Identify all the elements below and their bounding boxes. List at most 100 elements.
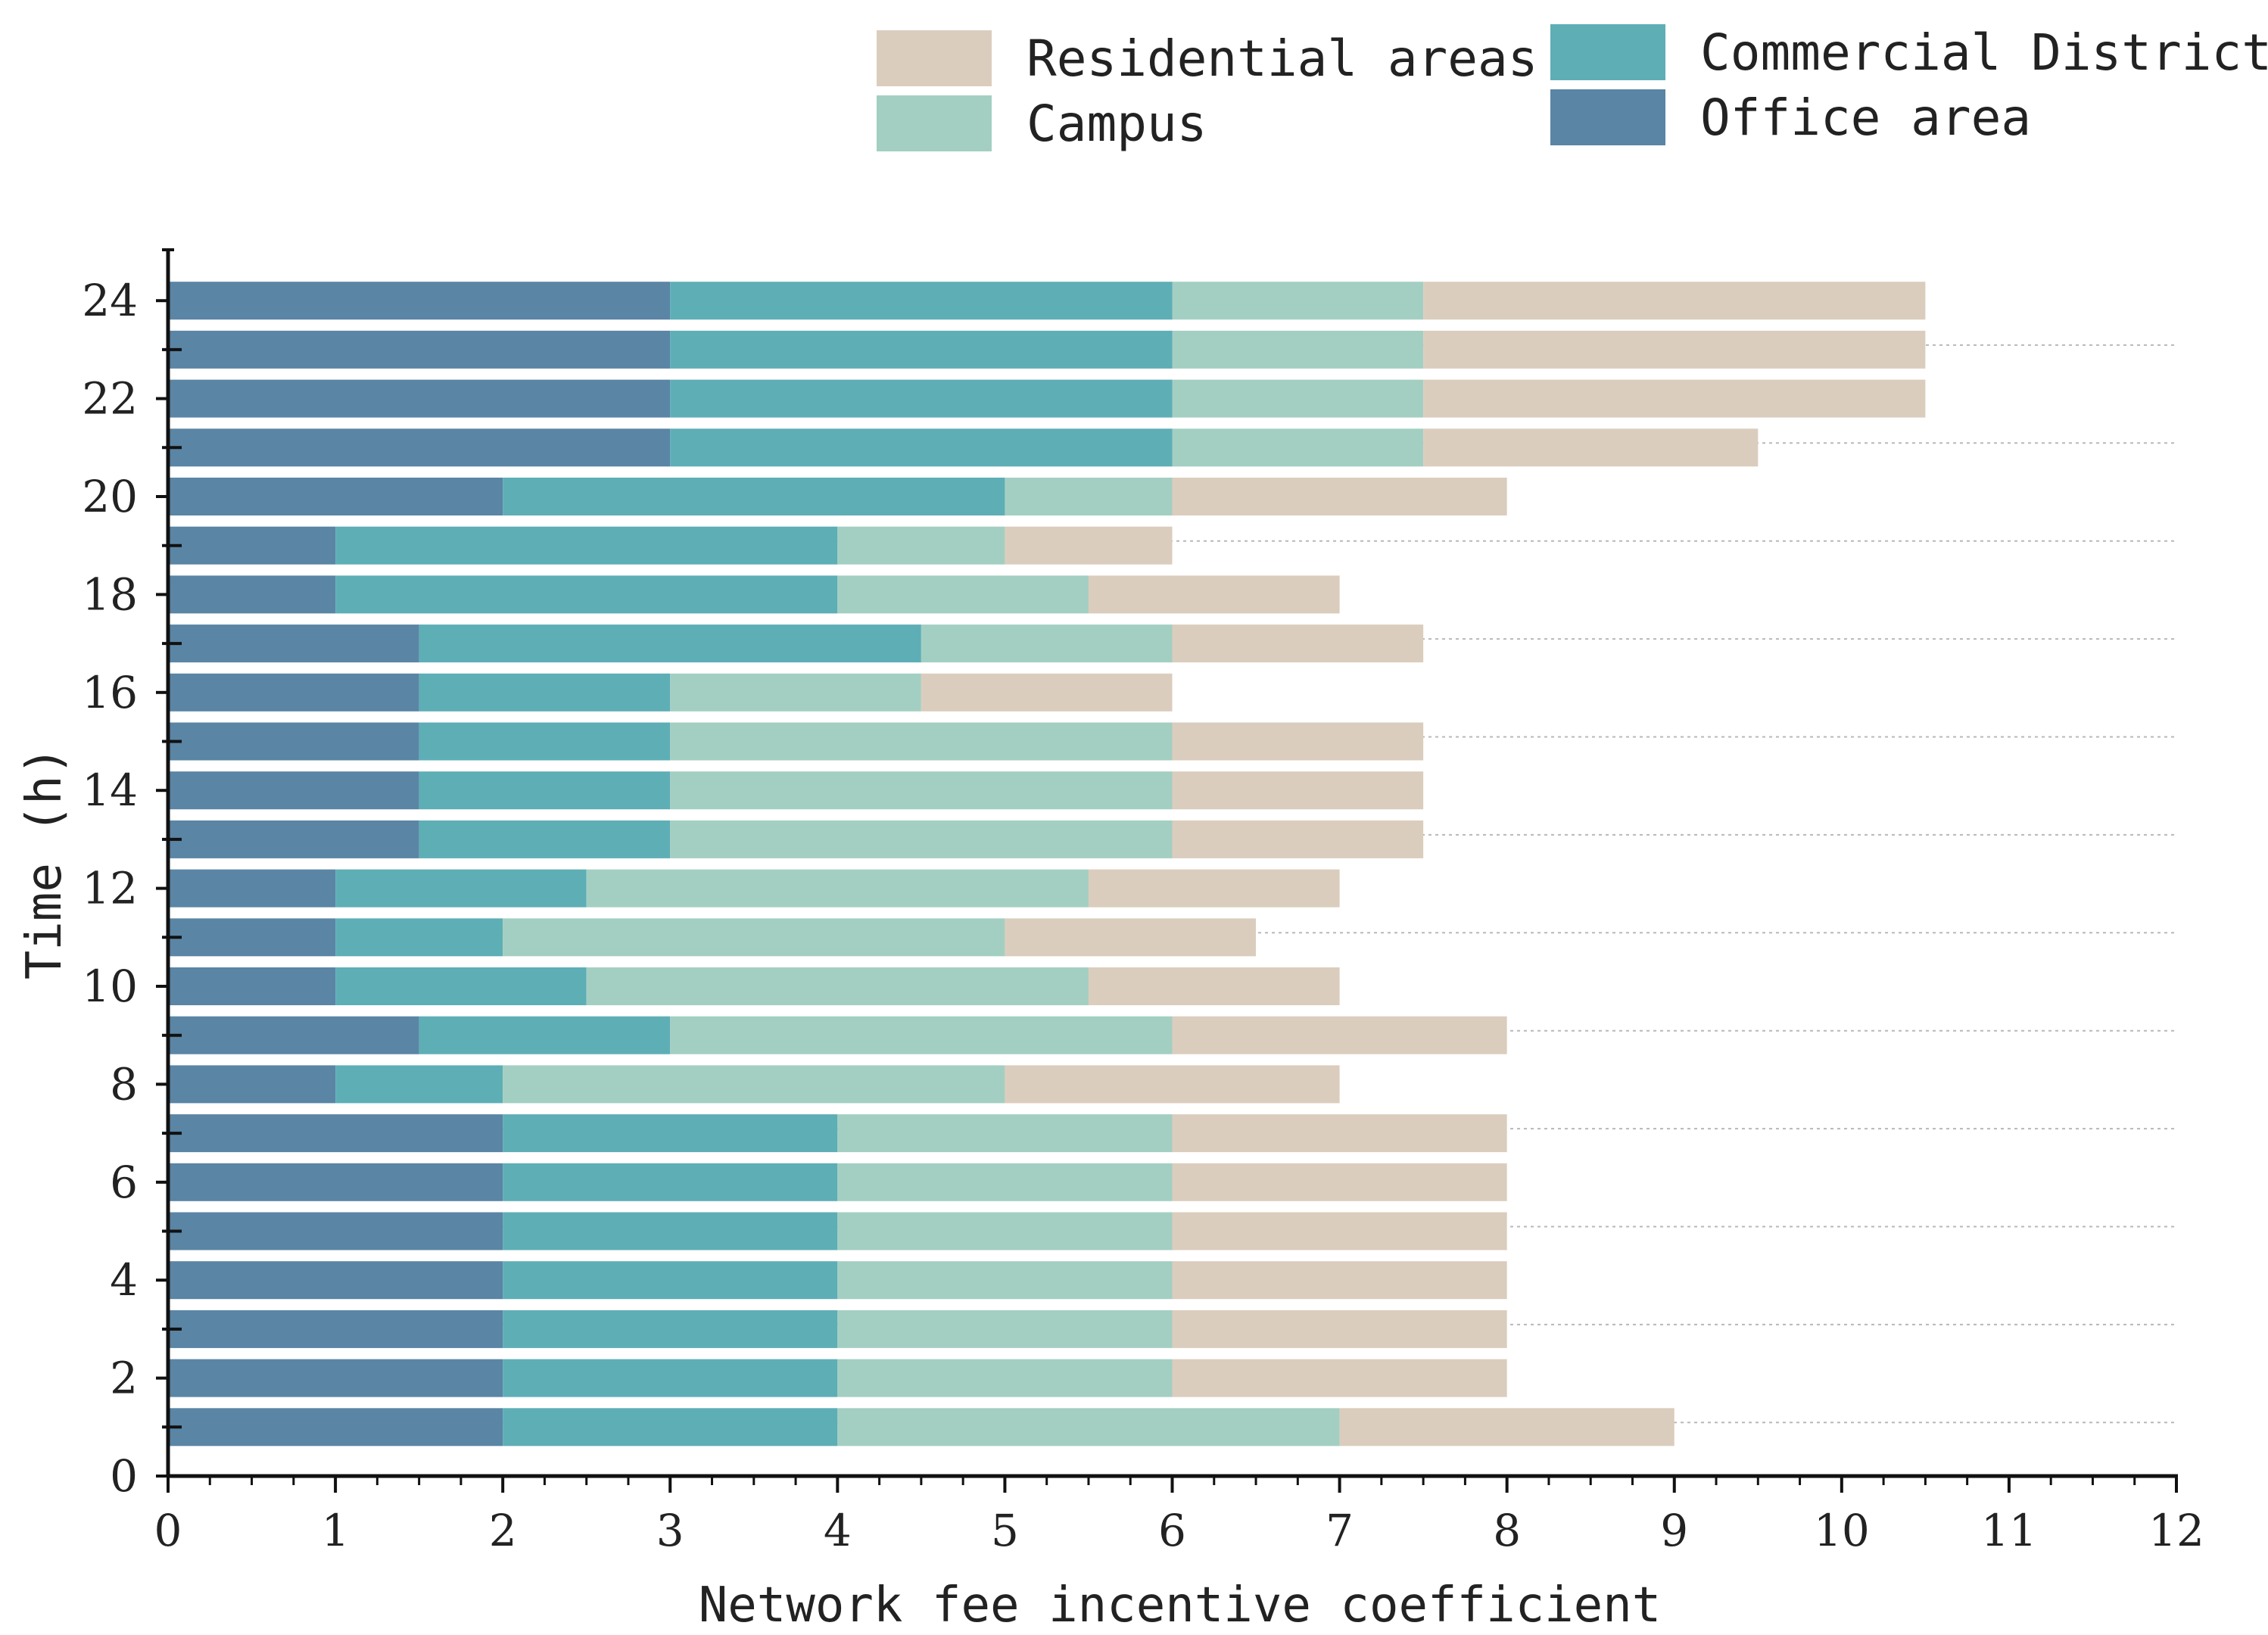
bar-commercial-district-h15 <box>419 722 671 761</box>
bar-residential-areas-h1 <box>1339 1408 1675 1447</box>
bar-office-area-h20 <box>168 478 503 515</box>
legend-label-campus: Campus <box>1027 95 1207 153</box>
bar-residential-areas-h21 <box>1423 428 1759 467</box>
bar-commercial-district-h1 <box>503 1408 838 1447</box>
x-tick-label: 12 <box>2148 1505 2204 1556</box>
x-tick-label: 7 <box>1326 1505 1354 1556</box>
bar-campus-h1 <box>837 1408 1340 1447</box>
legend-label-commercial-district: Commercial District <box>1700 23 2268 82</box>
x-tick-label: 11 <box>1981 1505 2037 1556</box>
x-tick-label: 10 <box>1814 1505 1870 1556</box>
bar-office-area-h3 <box>168 1310 503 1348</box>
legend-swatch-campus <box>877 95 992 151</box>
bar-office-area-h17 <box>168 624 419 663</box>
bar-office-area-h10 <box>168 967 336 1005</box>
legend-swatch-office-area <box>1550 89 1665 145</box>
x-tick-label: 2 <box>489 1505 517 1556</box>
bar-residential-areas-h23 <box>1423 330 1926 369</box>
bar-commercial-district-h21 <box>670 428 1173 467</box>
bar-office-area-h6 <box>168 1163 503 1201</box>
bar-commercial-district-h16 <box>419 673 671 712</box>
legend-label-office-area: Office area <box>1700 89 2031 147</box>
bar-commercial-district-h8 <box>335 1065 503 1104</box>
bar-commercial-district-h19 <box>335 526 838 565</box>
bar-office-area-h11 <box>168 918 336 957</box>
bar-residential-areas-h7 <box>1172 1114 1507 1153</box>
bar-campus-h2 <box>837 1359 1173 1397</box>
bar-office-area-h2 <box>168 1359 503 1397</box>
y-tick-label: 16 <box>82 667 138 718</box>
bar-office-area-h7 <box>168 1114 503 1153</box>
bar-commercial-district-h5 <box>503 1212 838 1250</box>
bar-residential-areas-h20 <box>1172 478 1507 515</box>
bar-office-area-h14 <box>168 771 419 810</box>
bar-commercial-district-h9 <box>419 1016 671 1054</box>
bar-office-area-h22 <box>168 379 671 418</box>
bar-campus-h3 <box>837 1310 1173 1348</box>
bar-commercial-district-h6 <box>503 1163 838 1201</box>
bar-commercial-district-h12 <box>335 869 587 908</box>
bar-office-area-h5 <box>168 1212 503 1250</box>
bar-campus-h9 <box>670 1016 1173 1054</box>
legend-swatch-residential-areas <box>877 30 992 86</box>
bar-residential-areas-h5 <box>1172 1212 1507 1250</box>
bar-office-area-h13 <box>168 820 419 858</box>
bar-office-area-h1 <box>168 1408 503 1447</box>
bar-commercial-district-h23 <box>670 330 1173 369</box>
x-tick-label: 4 <box>824 1505 852 1556</box>
bar-office-area-h16 <box>168 673 419 712</box>
bar-campus-h6 <box>837 1163 1173 1201</box>
y-tick-label: 0 <box>110 1450 138 1502</box>
legend: Residential areas Commercial District Camp… <box>877 23 2268 153</box>
bar-residential-areas-h6 <box>1172 1163 1507 1201</box>
bar-residential-areas-h12 <box>1088 869 1340 908</box>
bar-campus-h17 <box>921 624 1173 663</box>
bar-commercial-district-h11 <box>335 918 503 957</box>
x-tick-label: 3 <box>656 1505 684 1556</box>
bar-commercial-district-h24 <box>670 282 1173 320</box>
bar-office-area-h15 <box>168 722 419 761</box>
bar-campus-h16 <box>670 673 921 712</box>
bar-campus-h15 <box>670 722 1173 761</box>
legend-label-residential-areas: Residential areas <box>1027 30 1538 88</box>
bar-residential-areas-h4 <box>1172 1261 1507 1300</box>
y-tick-label: 14 <box>82 765 138 816</box>
x-tick-label: 9 <box>1660 1505 1688 1556</box>
bar-commercial-district-h3 <box>503 1310 838 1348</box>
bar-commercial-district-h17 <box>419 624 921 663</box>
y-tick-label: 8 <box>110 1058 138 1110</box>
bar-commercial-district-h13 <box>419 820 671 858</box>
y-tick-label: 22 <box>82 373 138 425</box>
bar-commercial-district-h20 <box>503 478 1005 515</box>
y-tick-label: 10 <box>82 961 138 1012</box>
bar-commercial-district-h4 <box>503 1261 838 1300</box>
bar-campus-h11 <box>503 918 1005 957</box>
bar-office-area-h24 <box>168 282 671 320</box>
bar-commercial-district-h22 <box>670 379 1173 418</box>
x-tick-label: 1 <box>322 1505 350 1556</box>
bar-residential-areas-h17 <box>1172 624 1424 663</box>
bar-campus-h10 <box>586 967 1089 1005</box>
bar-office-area-h19 <box>168 526 336 565</box>
bar-campus-h23 <box>1172 330 1424 369</box>
bar-residential-areas-h9 <box>1172 1016 1507 1054</box>
bar-residential-areas-h11 <box>1005 918 1257 957</box>
bar-office-area-h4 <box>168 1261 503 1300</box>
bar-residential-areas-h2 <box>1172 1359 1507 1397</box>
bar-campus-h19 <box>837 526 1005 565</box>
bar-residential-areas-h24 <box>1423 282 1926 320</box>
bar-residential-areas-h13 <box>1172 820 1424 858</box>
bar-office-area-h9 <box>168 1016 419 1054</box>
y-tick-label: 4 <box>110 1254 138 1306</box>
bar-campus-h8 <box>503 1065 1005 1104</box>
bar-commercial-district-h14 <box>419 771 671 810</box>
bar-campus-h20 <box>1005 478 1173 515</box>
bar-office-area-h18 <box>168 575 336 614</box>
bars <box>168 282 1926 1447</box>
bar-residential-areas-h22 <box>1423 379 1926 418</box>
x-tick-label: 0 <box>154 1505 182 1556</box>
y-tick-label: 2 <box>110 1353 138 1404</box>
y-tick-label: 20 <box>82 471 138 522</box>
bar-campus-h18 <box>837 575 1089 614</box>
